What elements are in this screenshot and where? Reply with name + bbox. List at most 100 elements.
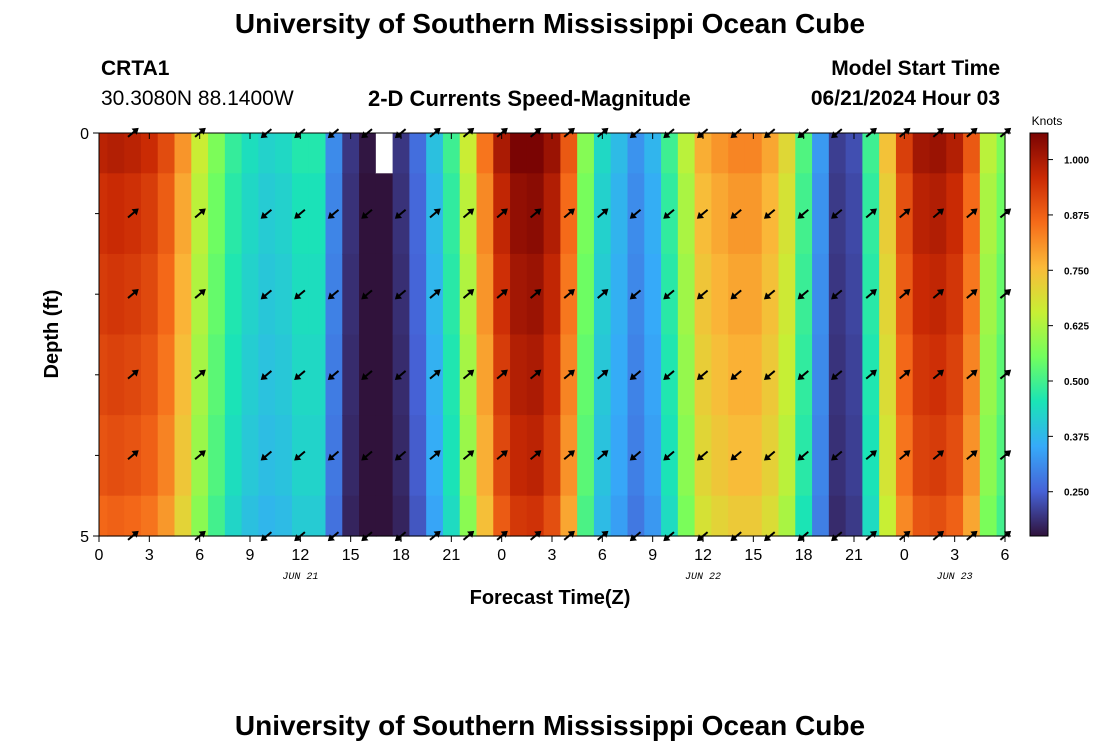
x-tick-label: 6 <box>1001 547 1010 564</box>
vector-arrow <box>294 370 306 380</box>
heatmap-cell <box>493 133 511 174</box>
heatmap-cell <box>476 173 494 255</box>
vector-arrow <box>999 369 1012 380</box>
vector-arrow <box>462 208 475 219</box>
heatmap-cell <box>677 253 696 336</box>
heatmap-cell <box>711 334 729 416</box>
heatmap-cell <box>224 133 243 174</box>
heatmap-cell <box>728 133 746 174</box>
colorbar-tick-label: 0.625 <box>1064 322 1089 333</box>
heatmap-cell <box>140 173 159 255</box>
heatmap-cells <box>99 133 1006 537</box>
heatmap-cell <box>577 173 595 255</box>
heatmap-cell <box>912 253 931 336</box>
vector-arrow <box>597 289 609 299</box>
heatmap-cell <box>577 334 595 416</box>
vector-arrow <box>597 208 609 219</box>
heatmap-cell <box>644 173 662 255</box>
heatmap-cell <box>224 253 243 336</box>
heatmap-cell <box>99 334 108 416</box>
vector-arrow <box>496 450 508 461</box>
colorbar-label: Knots <box>1032 114 1063 128</box>
heatmap-cell <box>208 173 226 255</box>
heatmap-cell <box>157 173 176 255</box>
vector-arrow <box>361 289 373 300</box>
model-start-label: Model Start Time <box>831 57 1000 80</box>
heatmap-cell <box>996 415 1006 497</box>
heatmap-cell <box>308 133 327 174</box>
heatmap-cell <box>308 495 327 537</box>
heatmap-cell <box>107 495 125 537</box>
heatmap-cell <box>191 495 209 537</box>
vector-arrow <box>730 289 742 300</box>
vector-arrow <box>462 369 475 380</box>
heatmap-cell <box>744 253 763 336</box>
vector-arrow <box>194 369 206 380</box>
heatmap-cell <box>191 133 209 174</box>
heatmap-cell <box>778 415 796 497</box>
date-label: JUN 22 <box>685 572 721 583</box>
heatmap-cell <box>812 253 830 336</box>
vector-arrow <box>797 450 809 461</box>
vector-arrow <box>797 289 809 300</box>
heatmap-cell <box>577 415 595 497</box>
heatmap-cell <box>879 495 897 537</box>
heatmap-cell <box>711 253 729 336</box>
heatmap-cell <box>510 133 528 174</box>
heatmap-cell <box>442 173 461 255</box>
heatmap-cell <box>560 495 578 537</box>
heatmap-cell <box>375 173 394 255</box>
heatmap-cell <box>124 495 142 537</box>
heatmap-cell <box>879 334 897 416</box>
heatmap-cell <box>426 133 444 174</box>
x-tick-label: 6 <box>195 547 204 564</box>
heatmap-cell <box>979 415 998 497</box>
heatmap-cell <box>744 334 763 416</box>
vector-arrow <box>831 370 843 380</box>
date-label: JUN 23 <box>937 572 973 583</box>
heatmap-cell <box>107 133 125 174</box>
vector-arrow <box>763 208 776 219</box>
heatmap-cell <box>510 173 528 255</box>
heatmap-cell <box>308 415 327 497</box>
x-axis-title: Forecast Time(Z) <box>470 587 631 609</box>
vector-arrow <box>763 450 776 461</box>
heatmap-cell <box>644 253 662 336</box>
heatmap-cell <box>795 495 813 537</box>
colorbar-tick-label: 0.250 <box>1064 488 1089 499</box>
vector-arrow <box>529 289 542 299</box>
heatmap-cell <box>677 334 696 416</box>
heatmap-cell <box>308 253 327 336</box>
heatmap-cell <box>543 334 561 416</box>
vector-arrow <box>361 450 373 461</box>
vector-arrow <box>529 369 542 380</box>
heatmap-cell <box>610 253 629 336</box>
heatmap-cell <box>895 495 914 537</box>
heatmap-cell <box>694 495 712 537</box>
heatmap-cell <box>912 495 931 537</box>
vector-arrow <box>429 289 441 299</box>
x-tick-label: 0 <box>900 547 909 564</box>
heatmap-cell <box>174 173 192 255</box>
station-id: CRTA1 <box>101 57 170 80</box>
heatmap-cell <box>661 495 679 537</box>
heatmap-cell <box>174 334 192 416</box>
heatmap-cell <box>912 133 931 174</box>
heatmap-cell <box>342 495 360 537</box>
heatmap-cell <box>442 415 461 497</box>
heatmap-cell <box>308 334 327 416</box>
heatmap-cell <box>476 133 494 174</box>
vector-arrow <box>663 450 675 461</box>
vector-arrow <box>361 370 373 380</box>
heatmap-cell <box>459 133 478 174</box>
heatmap-cell <box>224 495 243 537</box>
heatmap-cell <box>174 133 192 174</box>
heatmap-cell <box>325 133 343 174</box>
heatmap-cell <box>979 133 998 174</box>
vector-arrow <box>932 208 945 219</box>
heatmap-cell <box>778 133 796 174</box>
vector-arrow <box>763 289 776 300</box>
heatmap-cell <box>442 133 461 174</box>
heatmap-cell <box>342 334 360 416</box>
heatmap-cell <box>99 415 108 497</box>
